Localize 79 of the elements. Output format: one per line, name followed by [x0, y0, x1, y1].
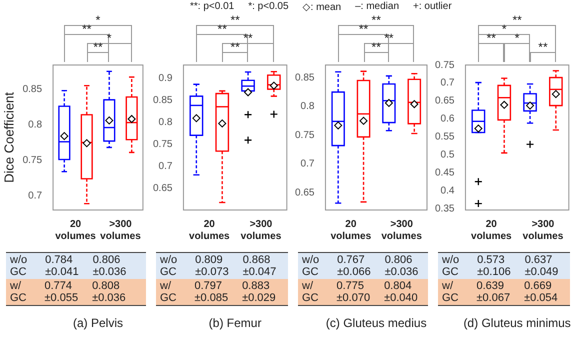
- y-tick-label: 0.85: [152, 94, 173, 106]
- text: **: [230, 13, 240, 27]
- x-tick-label: 20 volumes: [330, 218, 372, 242]
- text: ◇: mean: [302, 1, 342, 13]
- text: **: [230, 40, 240, 54]
- y-tick-label: 0.65: [294, 187, 315, 198]
- text: *: [106, 31, 112, 45]
- y-tick-label: 0.35: [434, 203, 455, 214]
- y-tick-label: 0.7: [158, 160, 173, 172]
- text: *: p<0.05: [248, 1, 289, 13]
- text: –: median: [355, 1, 400, 13]
- y-tick-label: 0.8: [28, 119, 42, 130]
- y-tick-label: 0.4: [440, 185, 455, 196]
- text: **: [93, 40, 103, 54]
- text: 0.868 ±0.047: [242, 254, 276, 278]
- x-tick-label: >300 volumes: [100, 218, 142, 242]
- text: 0.809 ±0.073: [195, 254, 229, 278]
- text: w/ GC: [442, 280, 458, 304]
- y-tick-label: 0.5: [440, 149, 455, 160]
- y-tick-label: 0.75: [152, 138, 173, 150]
- text: w/ GC: [302, 280, 318, 304]
- x-tick-label: >300 volumes: [381, 218, 422, 242]
- text: +: outlier: [413, 1, 452, 13]
- text: **: [512, 13, 522, 27]
- y-tick-label: 0.65: [434, 96, 455, 107]
- text: **: [372, 13, 381, 27]
- text: **: [372, 40, 381, 54]
- text: **: [486, 31, 496, 45]
- y-tick-label: 0.7: [300, 158, 315, 170]
- y-tick-label: 0.7: [28, 190, 42, 202]
- text: 0.573 ±0.106: [477, 254, 511, 278]
- text: 0.669 ±0.054: [524, 280, 558, 304]
- text: **: p<0.01: [190, 1, 234, 13]
- text: **: [218, 22, 227, 36]
- x-tick-label: >300 volumes: [240, 218, 282, 242]
- text: 0.639 ±0.067: [476, 280, 510, 304]
- text: **: [384, 31, 394, 45]
- y-tick-label: 0.85: [22, 84, 42, 95]
- text: 0.806 ±0.036: [92, 254, 126, 278]
- text: 0.637 ±0.049: [524, 254, 558, 278]
- y-tick-label: 0.75: [294, 130, 315, 141]
- text: (a) Pelvis: [72, 316, 123, 330]
- x-tick-label: 20 volumes: [471, 218, 512, 242]
- x-tick-label: 20 volumes: [55, 218, 96, 242]
- text: 0.784 ±0.041: [45, 254, 79, 278]
- y-tick-label: 0.75: [434, 60, 455, 71]
- y-tick-label: 0.45: [434, 167, 455, 178]
- text: (d) Gluteus minimus: [463, 316, 571, 330]
- y-tick-label: 0.9: [158, 72, 173, 84]
- text: **: [358, 22, 368, 36]
- x-tick-label: >300 volumes: [522, 218, 564, 242]
- y-tick-label: 0.7: [440, 78, 455, 89]
- y-tick-label: 0.6: [440, 114, 455, 125]
- text: w/ GC: [10, 280, 26, 304]
- text: 0.883 ±0.029: [242, 280, 276, 304]
- text: 0.797 ±0.085: [194, 280, 228, 304]
- text: *: [514, 31, 520, 45]
- text: 0.774 ±0.055: [44, 280, 78, 304]
- y-tick-label: 0.85: [294, 72, 315, 84]
- text: **: [538, 40, 548, 54]
- text: **: [82, 22, 92, 36]
- text: w/ GC: [160, 280, 176, 304]
- text: (c) Gluteus medius: [326, 316, 427, 330]
- text: **: [243, 31, 253, 45]
- y-tick-label: 0.75: [22, 154, 42, 166]
- text: 0.804 ±0.040: [384, 280, 418, 304]
- text: 0.808 ±0.036: [92, 280, 126, 304]
- text: *: [96, 13, 100, 27]
- y-tick-label: 0.8: [158, 116, 173, 128]
- text: 0.767 ±0.066: [337, 254, 371, 278]
- y-axis-title: Dice Coefficient: [1, 92, 16, 183]
- text: 0.806 ±0.036: [384, 254, 418, 278]
- y-tick-label: 0.55: [434, 132, 455, 143]
- text: (b) Femur: [208, 316, 262, 330]
- y-tick-label: 0.8: [300, 101, 315, 112]
- text: 0.775 ±0.070: [336, 280, 370, 304]
- text: *: [502, 22, 507, 36]
- x-tick-label: 20 volumes: [189, 218, 230, 242]
- y-tick-label: 0.65: [152, 182, 173, 194]
